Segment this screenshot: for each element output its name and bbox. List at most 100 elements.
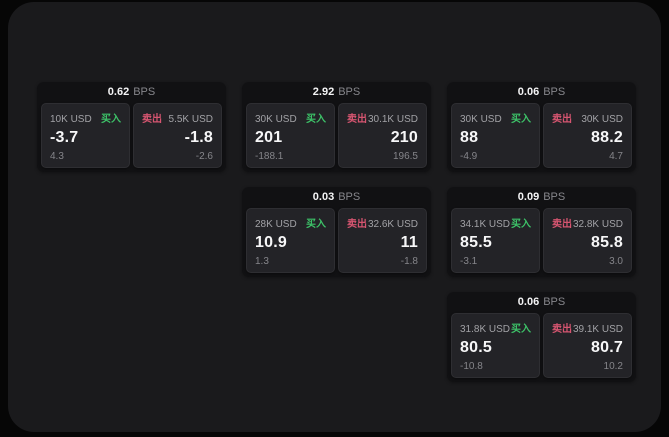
quote-card-body: 28K USD 买入 10.9 1.3 卖出 32.6K USD 11 -1.8 (242, 208, 431, 277)
sell-tag: 卖出 (552, 324, 572, 335)
buy-price: 10.9 (255, 234, 287, 251)
buy-amount-label: 31.8K USD (460, 324, 511, 335)
sell-amount-label: 30K USD (581, 114, 623, 125)
buy-tag: 买入 (306, 219, 326, 230)
bps-unit-label: BPS (543, 296, 566, 308)
sell-amount-label: 32.6K USD (367, 219, 418, 230)
bps-header: 0.06 BPS (447, 292, 636, 313)
bps-unit-label: BPS (543, 86, 566, 98)
bps-header: 0.62 BPS (37, 82, 226, 103)
buy-quote-tile[interactable]: 34.1K USD 买入 85.5 -3.1 (451, 208, 540, 273)
quote-card: 0.09 BPS 34.1K USD 买入 85.5 -3.1 卖出 (447, 187, 636, 277)
sell-quote-tile[interactable]: 卖出 32.6K USD 11 -1.8 (338, 208, 427, 273)
buy-amount-label: 30K USD (460, 114, 502, 125)
sell-tile-top: 卖出 32.6K USD (347, 215, 418, 230)
buy-delta: 1.3 (255, 256, 269, 267)
sell-tile-top: 卖出 39.1K USD (552, 320, 623, 335)
quote-card-grid: 0.62 BPS 10K USD 买入 -3.7 4.3 卖出 (37, 82, 636, 382)
bps-header: 2.92 BPS (242, 82, 431, 103)
bps-unit-label: BPS (338, 191, 361, 203)
buy-tile-top: 10K USD 买入 (50, 110, 121, 125)
buy-tile-top: 30K USD 买入 (255, 110, 326, 125)
bps-header: 0.06 BPS (447, 82, 636, 103)
bps-header: 0.09 BPS (447, 187, 636, 208)
sell-amount-label: 32.8K USD (572, 219, 623, 230)
quote-card-body: 10K USD 买入 -3.7 4.3 卖出 5.5K USD -1.8 -2.… (37, 103, 226, 172)
quote-card: 0.06 BPS 31.8K USD 买入 80.5 -10.8 卖 (447, 292, 636, 382)
sell-price: -1.8 (184, 129, 213, 146)
sell-tile-top: 卖出 30.1K USD (347, 110, 418, 125)
buy-amount-label: 28K USD (255, 219, 297, 230)
sell-price: 80.7 (591, 339, 623, 356)
quote-card: 0.06 BPS 30K USD 买入 88 -4.9 卖出 (447, 82, 636, 172)
buy-tag: 买入 (101, 114, 121, 125)
buy-price: 80.5 (460, 339, 492, 356)
buy-delta: -4.9 (460, 151, 478, 162)
sell-quote-tile[interactable]: 卖出 30.1K USD 210 196.5 (338, 103, 427, 168)
buy-amount-label: 34.1K USD (460, 219, 511, 230)
buy-amount-label: 30K USD (255, 114, 297, 125)
sell-tag: 卖出 (142, 114, 162, 125)
sell-tile-top: 卖出 5.5K USD (142, 110, 213, 125)
sell-delta: 3.0 (609, 256, 623, 267)
quote-card-body: 30K USD 买入 88 -4.9 卖出 30K USD 88.2 4.7 (447, 103, 636, 172)
buy-quote-tile[interactable]: 30K USD 买入 88 -4.9 (451, 103, 540, 168)
quote-card-body: 30K USD 买入 201 -188.1 卖出 30.1K USD 210 1… (242, 103, 431, 172)
sell-delta: 10.2 (603, 361, 623, 372)
buy-quote-tile[interactable]: 30K USD 买入 201 -188.1 (246, 103, 335, 168)
sell-price: 210 (390, 129, 418, 146)
buy-tile-top: 31.8K USD 买入 (460, 320, 531, 335)
sell-price: 11 (400, 234, 418, 251)
buy-tag: 买入 (511, 324, 531, 335)
sell-quote-tile[interactable]: 卖出 32.8K USD 85.8 3.0 (543, 208, 632, 273)
buy-tile-top: 28K USD 买入 (255, 215, 326, 230)
bps-unit-label: BPS (543, 191, 566, 203)
sell-tile-top: 卖出 32.8K USD (552, 215, 623, 230)
bps-value: 0.06 (517, 296, 540, 308)
sell-quote-tile[interactable]: 卖出 5.5K USD -1.8 -2.6 (133, 103, 222, 168)
bps-unit-label: BPS (133, 86, 156, 98)
sell-tag: 卖出 (552, 219, 572, 230)
sell-delta: 4.7 (609, 151, 623, 162)
bps-header: 0.03 BPS (242, 187, 431, 208)
bps-value: 0.03 (312, 191, 335, 203)
sell-tag: 卖出 (347, 219, 367, 230)
buy-quote-tile[interactable]: 28K USD 买入 10.9 1.3 (246, 208, 335, 273)
buy-tile-top: 30K USD 买入 (460, 110, 531, 125)
bps-value: 0.62 (107, 86, 130, 98)
quote-card: 2.92 BPS 30K USD 买入 201 -188.1 卖出 (242, 82, 431, 172)
bps-value: 2.92 (312, 86, 335, 98)
sell-tag: 卖出 (552, 114, 572, 125)
sell-price: 88.2 (591, 129, 623, 146)
buy-tag: 买入 (306, 114, 326, 125)
sell-tag: 卖出 (347, 114, 367, 125)
buy-tag: 买入 (511, 114, 531, 125)
buy-tile-top: 34.1K USD 买入 (460, 215, 531, 230)
sell-amount-label: 5.5K USD (168, 114, 213, 125)
sell-quote-tile[interactable]: 卖出 39.1K USD 80.7 10.2 (543, 313, 632, 378)
bps-value: 0.06 (517, 86, 540, 98)
buy-price: -3.7 (50, 129, 79, 146)
buy-delta: -188.1 (255, 151, 284, 162)
sell-quote-tile[interactable]: 卖出 30K USD 88.2 4.7 (543, 103, 632, 168)
buy-quote-tile[interactable]: 31.8K USD 买入 80.5 -10.8 (451, 313, 540, 378)
sell-amount-label: 39.1K USD (572, 324, 623, 335)
buy-quote-tile[interactable]: 10K USD 买入 -3.7 4.3 (41, 103, 130, 168)
buy-tag: 买入 (511, 219, 531, 230)
sell-price: 85.8 (591, 234, 623, 251)
quote-card-body: 31.8K USD 买入 80.5 -10.8 卖出 39.1K USD 80.… (447, 313, 636, 382)
quote-card-body: 34.1K USD 买入 85.5 -3.1 卖出 32.8K USD 85.8… (447, 208, 636, 277)
sell-amount-label: 30.1K USD (367, 114, 418, 125)
quotes-panel: 0.62 BPS 10K USD 买入 -3.7 4.3 卖出 (8, 2, 661, 432)
buy-delta: -10.8 (460, 361, 483, 372)
buy-price: 88 (460, 129, 479, 146)
buy-price: 85.5 (460, 234, 492, 251)
bps-value: 0.09 (517, 191, 540, 203)
sell-delta: 196.5 (392, 151, 418, 162)
buy-price: 201 (255, 129, 283, 146)
quote-card: 0.62 BPS 10K USD 买入 -3.7 4.3 卖出 (37, 82, 226, 172)
quote-card: 0.03 BPS 28K USD 买入 10.9 1.3 卖出 (242, 187, 431, 277)
sell-delta: -2.6 (195, 151, 213, 162)
bps-unit-label: BPS (338, 86, 361, 98)
